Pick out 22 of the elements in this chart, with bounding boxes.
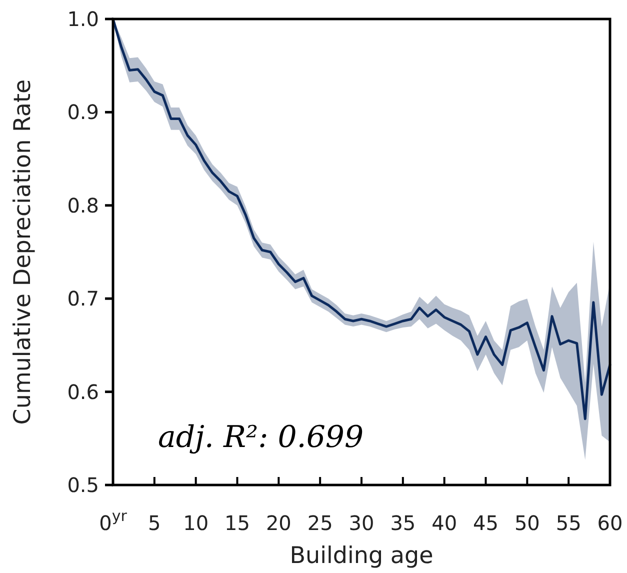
x-tick-label: 25 (307, 511, 333, 535)
y-axis-title: Cumulative Depreciation Rate (10, 79, 36, 425)
x-tick-label: 5 (148, 511, 161, 535)
y-tick-label: 0.8 (67, 193, 99, 218)
x-tick-label: 15 (224, 511, 250, 535)
x-tick-label: 10 (183, 511, 209, 535)
x-tick-label: 60 (597, 511, 623, 535)
y-tick-label: 1.0 (67, 7, 99, 31)
x-tick-label: 20 (266, 511, 292, 535)
x-tick-label: 35 (390, 511, 416, 535)
x-axis-title: Building age (290, 543, 434, 569)
x-tick-label: 30 (348, 511, 374, 535)
x-tick-label: 0$^{yr}$ (99, 507, 128, 535)
y-tick-label: 0.5 (67, 473, 99, 497)
x-tick-label: 40 (432, 511, 458, 535)
x-tick-label: 50 (514, 511, 540, 535)
x-tick-label: 45 (473, 511, 498, 535)
x-tick-label: 55 (556, 511, 582, 535)
y-tick-label: 0.9 (67, 100, 99, 124)
y-tick-label: 0.6 (67, 380, 99, 404)
annotation: adj. R²: 0.699 (158, 420, 364, 455)
y-tick-label: 0.7 (67, 286, 99, 311)
